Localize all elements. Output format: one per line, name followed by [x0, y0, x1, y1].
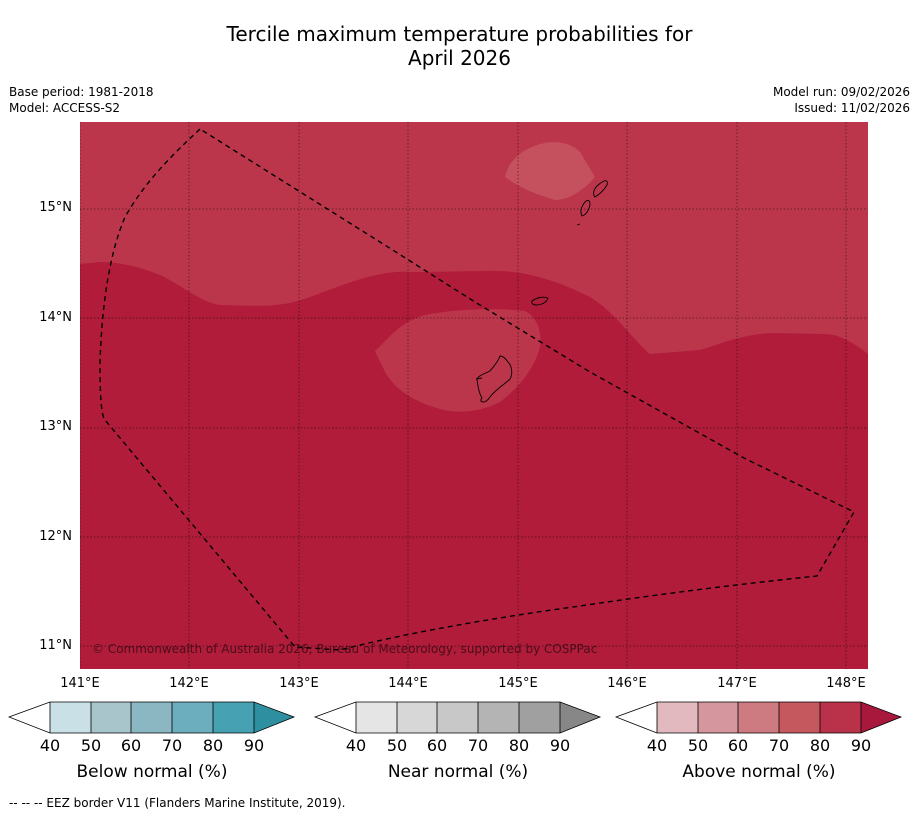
cbar-above-seg-1: [657, 702, 698, 733]
band-70-80-saipan: [505, 142, 595, 200]
cbar-above-seg-2: [698, 702, 738, 733]
guam-island: [475, 355, 513, 403]
gridlines: [80, 122, 868, 669]
lon-label-142: 142°E: [169, 676, 209, 691]
cbar-below-outline: [8, 701, 296, 734]
cbar-near-seg-2: [397, 702, 437, 733]
lat-label-15: 15°N: [39, 200, 72, 215]
tinian-island: [580, 199, 591, 217]
base-period: Base period: 1981-2018: [9, 85, 154, 99]
cbar-below-tick-70: 70: [161, 736, 183, 755]
title-line-2: April 2026: [408, 46, 511, 70]
lat-label-14: 14°N: [39, 310, 72, 325]
cbar-above-tick-50: 50: [687, 736, 709, 755]
aguijan-island: [576, 223, 581, 226]
cbar-near-tick-50: 50: [386, 736, 408, 755]
cbar-above-seg-6: [861, 702, 901, 733]
lon-label-141: 141°E: [60, 676, 100, 691]
cbar-above-outline: [615, 701, 903, 734]
cbar-near-caption: Near normal (%): [387, 762, 529, 782]
cbar-below-seg-0: [9, 702, 50, 733]
copyright-text: © Commonwealth of Australia 2026, Bureau…: [92, 642, 597, 656]
cbar-above-tick-90: 90: [850, 736, 872, 755]
meta-left: Base period: 1981-2018 Model: ACCESS-S2: [9, 84, 154, 116]
band-80-90-north: [80, 122, 868, 354]
model-run: Model run: 09/02/2026: [772, 85, 910, 99]
cbar-below-tick-90: 90: [243, 736, 265, 755]
saipan-island: [593, 180, 608, 198]
cbar-near-seg-4: [478, 702, 519, 733]
meta-right: Model run: 09/02/2026 Issued: 11/02/2026: [773, 84, 910, 116]
cbar-near-seg-3: [437, 702, 478, 733]
cbar-above-caption: Above normal (%): [682, 762, 836, 782]
lat-label-13: 13°N: [39, 419, 72, 434]
cbar-below-tick-40: 40: [39, 736, 61, 755]
cbar-below-tick-80: 80: [202, 736, 224, 755]
cbar-above-seg-0: [616, 702, 657, 733]
lat-label-11: 11°N: [39, 638, 72, 653]
cbar-above-tick-70: 70: [768, 736, 790, 755]
cbar-near-tick-40: 40: [345, 736, 367, 755]
lon-label-148: 148°E: [826, 676, 866, 691]
eez-footnote: -- -- -- EEZ border V11 (Flanders Marine…: [9, 796, 346, 810]
cbar-below-seg-6: [254, 702, 294, 733]
cbar-near-tick-80: 80: [508, 736, 530, 755]
cbar-near-seg-0: [315, 702, 356, 733]
cbar-below-seg-2: [91, 702, 131, 733]
rota-island: [531, 296, 549, 306]
cbar-near-tick-90: 90: [549, 736, 571, 755]
cbar-below-tick-60: 60: [120, 736, 142, 755]
issued-date: Issued: 11/02/2026: [794, 101, 910, 115]
lon-label-144: 144°E: [388, 676, 428, 691]
cbar-below-seg-1: [50, 702, 91, 733]
eez-border: [99, 128, 855, 651]
lon-label-143: 143°E: [279, 676, 319, 691]
cbar-above-seg-5: [820, 702, 861, 733]
map-panel: © Commonwealth of Australia 2026, Bureau…: [80, 122, 868, 669]
band-80-90-guam: [375, 309, 541, 412]
cbar-near-outline: [314, 701, 602, 734]
cbar-above-seg-3: [738, 702, 779, 733]
lon-label-147: 147°E: [717, 676, 757, 691]
model-name: Model: ACCESS-S2: [9, 101, 121, 115]
lon-label-146: 146°E: [607, 676, 647, 691]
lat-label-12: 12°N: [39, 529, 72, 544]
cbar-below-tick-50: 50: [80, 736, 102, 755]
cbar-below-seg-4: [172, 702, 213, 733]
lon-label-145: 145°E: [498, 676, 538, 691]
cbar-near-seg-6: [560, 702, 600, 733]
cbar-below-caption: Below normal (%): [76, 762, 228, 782]
cbar-above-tick-80: 80: [809, 736, 831, 755]
cbar-below-seg-3: [131, 702, 172, 733]
cbar-near-seg-5: [519, 702, 560, 733]
cbar-above-tick-40: 40: [646, 736, 668, 755]
cbar-above-seg-4: [779, 702, 820, 733]
islands: [475, 180, 608, 403]
title-line-1: Tercile maximum temperature probabilitie…: [226, 22, 693, 46]
cbar-above-tick-60: 60: [727, 736, 749, 755]
chart-title: Tercile maximum temperature probabilitie…: [0, 22, 919, 70]
cbar-near-tick-70: 70: [467, 736, 489, 755]
cbar-below-seg-5: [213, 702, 254, 733]
cbar-near-tick-60: 60: [426, 736, 448, 755]
cbar-near-seg-1: [356, 702, 397, 733]
